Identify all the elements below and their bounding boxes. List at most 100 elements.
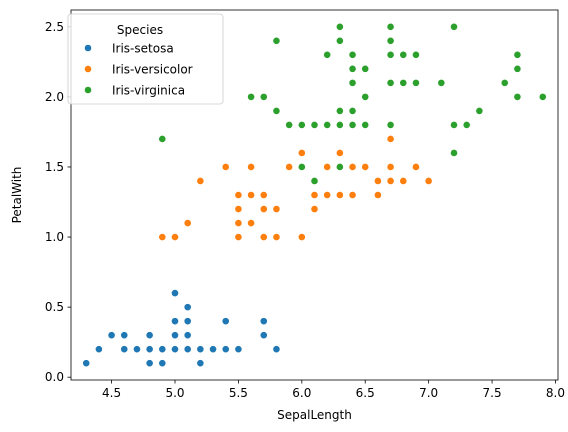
point-iris-virginica bbox=[386, 121, 395, 129]
point-iris-virginica bbox=[361, 64, 370, 73]
point-iris-versicolor bbox=[386, 135, 395, 143]
point-iris-setosa bbox=[183, 303, 192, 312]
legend-box bbox=[67, 13, 224, 105]
point-iris-virginica bbox=[386, 78, 395, 87]
point-iris-virginica bbox=[323, 121, 332, 129]
point-iris-virginica bbox=[335, 107, 344, 115]
point-iris-virginica bbox=[348, 64, 357, 73]
point-iris-setosa bbox=[221, 317, 230, 326]
legend: Species Iris-setosa Iris-versicolor Iris-v… bbox=[67, 13, 224, 105]
point-iris-setosa bbox=[171, 331, 179, 340]
x-tick-label: 8.0 bbox=[546, 386, 565, 400]
point-iris-versicolor bbox=[335, 149, 344, 157]
point-iris-versicolor bbox=[335, 191, 344, 199]
point-iris-setosa bbox=[107, 331, 116, 340]
point-iris-versicolor bbox=[247, 163, 255, 171]
legend-label: Iris-setosa bbox=[112, 42, 174, 56]
plot-frame bbox=[70, 9, 559, 381]
point-iris-versicolor bbox=[272, 233, 281, 241]
point-iris-setosa bbox=[196, 359, 205, 368]
point-iris-setosa bbox=[171, 289, 179, 298]
point-iris-versicolor bbox=[285, 163, 294, 171]
point-iris-setosa bbox=[158, 345, 167, 354]
x-tick-label: 5.0 bbox=[165, 386, 184, 400]
point-iris-versicolor bbox=[297, 233, 306, 241]
legend-marker bbox=[84, 86, 92, 94]
legend-items: Iris-setosa Iris-versicolor Iris-virginica bbox=[84, 42, 193, 98]
point-iris-virginica bbox=[310, 121, 319, 129]
point-iris-versicolor bbox=[234, 191, 243, 199]
x-tick-label: 7.0 bbox=[419, 386, 438, 400]
point-iris-virginica bbox=[513, 92, 522, 101]
point-iris-virginica bbox=[335, 22, 344, 31]
point-iris-versicolor bbox=[259, 233, 268, 241]
point-iris-versicolor bbox=[183, 219, 192, 227]
point-iris-virginica bbox=[386, 22, 395, 31]
point-iris-setosa bbox=[183, 345, 192, 354]
point-iris-versicolor bbox=[386, 177, 395, 185]
point-iris-virginica bbox=[323, 50, 332, 59]
point-iris-setosa bbox=[171, 317, 179, 326]
point-iris-versicolor bbox=[196, 177, 205, 185]
point-iris-versicolor bbox=[310, 191, 319, 199]
point-iris-versicolor bbox=[310, 205, 319, 213]
point-iris-virginica bbox=[399, 50, 408, 59]
point-iris-versicolor bbox=[158, 233, 167, 241]
point-iris-virginica bbox=[285, 121, 294, 129]
point-iris-setosa bbox=[209, 345, 217, 354]
point-iris-virginica bbox=[450, 149, 458, 157]
legend-title: Species bbox=[117, 23, 163, 37]
point-iris-virginica bbox=[361, 92, 370, 101]
point-iris-setosa bbox=[259, 317, 268, 326]
point-iris-setosa bbox=[183, 317, 192, 326]
point-iris-virginica bbox=[450, 22, 458, 31]
point-iris-versicolor bbox=[221, 163, 230, 171]
y-tick-label: 2.0 bbox=[45, 90, 64, 104]
point-iris-versicolor bbox=[361, 163, 370, 171]
point-iris-versicolor bbox=[259, 191, 268, 199]
point-iris-virginica bbox=[247, 92, 255, 101]
y-axis-label: PetalWith bbox=[10, 167, 24, 224]
point-iris-virginica bbox=[259, 92, 268, 101]
point-iris-versicolor bbox=[323, 191, 332, 199]
point-iris-virginica bbox=[348, 121, 357, 129]
point-iris-setosa bbox=[183, 331, 192, 340]
point-iris-setosa bbox=[221, 345, 230, 354]
point-iris-versicolor bbox=[374, 191, 382, 199]
point-iris-virginica bbox=[361, 121, 370, 129]
legend-label: Iris-versicolor bbox=[112, 63, 193, 77]
point-iris-versicolor bbox=[412, 163, 420, 171]
point-iris-versicolor bbox=[234, 233, 243, 241]
y-tick-label: 0.5 bbox=[45, 300, 64, 314]
point-iris-versicolor bbox=[348, 163, 357, 171]
point-iris-versicolor bbox=[259, 205, 268, 213]
point-iris-setosa bbox=[145, 345, 154, 354]
point-iris-virginica bbox=[297, 121, 306, 129]
point-iris-versicolor bbox=[297, 149, 306, 157]
point-iris-virginica bbox=[412, 50, 420, 59]
point-iris-setosa bbox=[272, 345, 281, 354]
y-axis-ticks: 0.0 0.5 1.0 1.5 2.0 2.5 bbox=[45, 20, 71, 384]
point-iris-virginica bbox=[310, 177, 319, 185]
point-iris-setosa bbox=[95, 345, 103, 354]
x-axis-label: SepalLength bbox=[277, 408, 352, 422]
point-iris-setosa bbox=[196, 345, 205, 354]
legend-marker bbox=[84, 44, 92, 52]
point-iris-versicolor bbox=[272, 205, 281, 213]
x-tick-label: 6.5 bbox=[356, 386, 375, 400]
point-iris-setosa bbox=[259, 331, 268, 340]
point-iris-versicolor bbox=[374, 177, 382, 185]
point-iris-virginica bbox=[386, 50, 395, 59]
point-iris-virginica bbox=[437, 78, 446, 87]
point-iris-setosa bbox=[158, 359, 167, 368]
x-tick-label: 7.5 bbox=[483, 386, 502, 400]
point-iris-virginica bbox=[513, 64, 522, 73]
point-iris-setosa bbox=[145, 331, 154, 340]
point-iris-versicolor bbox=[247, 191, 255, 199]
point-iris-virginica bbox=[462, 121, 471, 129]
point-iris-versicolor bbox=[399, 177, 408, 185]
point-iris-virginica bbox=[335, 163, 344, 171]
point-iris-virginica bbox=[500, 78, 509, 87]
point-iris-setosa bbox=[171, 345, 179, 354]
